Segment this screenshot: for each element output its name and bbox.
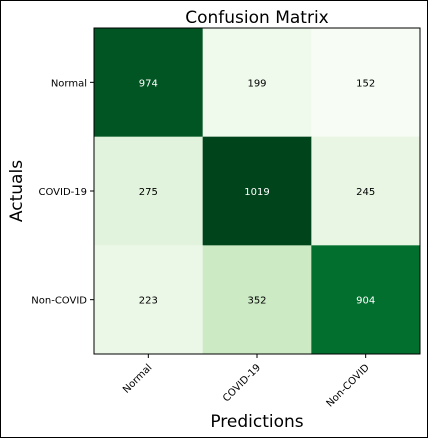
x-tick-label-2: Non-COVID xyxy=(325,362,372,409)
cell-value-1-0: 275 xyxy=(139,187,158,198)
cell-value-2-2: 904 xyxy=(356,296,375,307)
x-axis-label: Predictions xyxy=(210,412,303,432)
y-tick-labels: Normal COVID-19 Non-COVID xyxy=(31,78,94,306)
cell-value-2-1: 352 xyxy=(247,296,266,307)
cell-value-1-2: 245 xyxy=(356,187,375,198)
y-tick-label-0: Normal xyxy=(51,78,87,89)
x-tick-labels: Normal COVID-19 Non-COVID xyxy=(121,354,372,410)
cell-value-2-0: 223 xyxy=(139,296,158,307)
x-tick-label-1: COVID-19 xyxy=(221,362,263,404)
cell-value-0-2: 152 xyxy=(356,78,375,89)
y-tick-label-2: Non-COVID xyxy=(31,296,87,307)
y-axis-label: Actuals xyxy=(7,160,27,222)
heatmap-cells: 974 199 152 275 1019 245 223 352 904 xyxy=(94,28,421,355)
cell-value-1-1: 1019 xyxy=(244,187,269,198)
chart-title: Confusion Matrix xyxy=(185,8,329,28)
cell-value-0-1: 199 xyxy=(247,78,266,89)
cell-value-0-0: 974 xyxy=(139,78,158,89)
x-tick-label-0: Normal xyxy=(121,362,154,395)
y-tick-label-1: COVID-19 xyxy=(38,187,87,198)
